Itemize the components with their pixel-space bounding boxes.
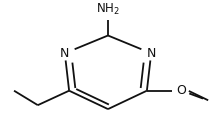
Text: O: O (176, 84, 186, 97)
Text: N: N (146, 47, 156, 60)
Text: NH$_2$: NH$_2$ (96, 2, 120, 17)
Text: N: N (60, 47, 70, 60)
